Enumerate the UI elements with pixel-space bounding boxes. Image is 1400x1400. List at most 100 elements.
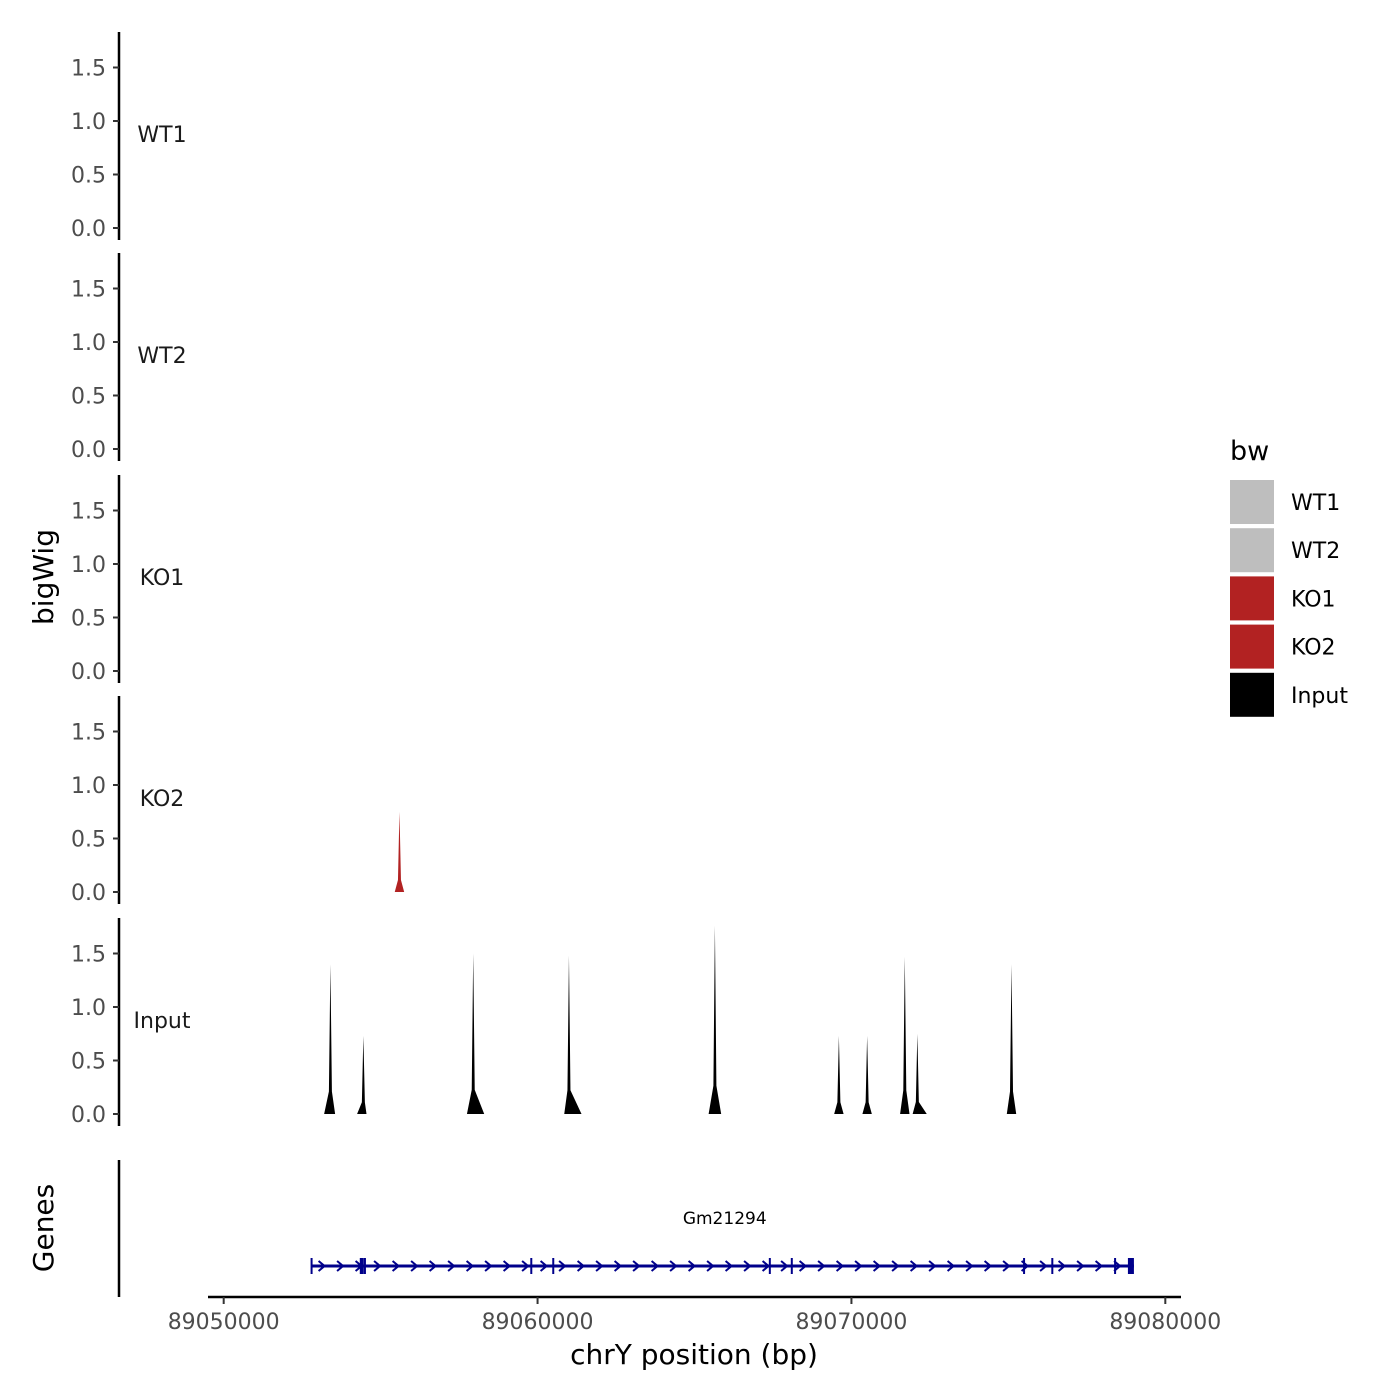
strand-arrow — [1057, 1260, 1067, 1272]
legend-label-wt2: WT2 — [1291, 539, 1340, 564]
y-tick-label: 1.0 — [71, 110, 106, 135]
track-label: KO1 — [140, 566, 185, 591]
y-tick-label: 1.0 — [71, 553, 106, 578]
strand-arrow — [558, 1260, 567, 1272]
strand-arrow — [632, 1260, 641, 1272]
signal-peak — [1006, 964, 1017, 1114]
strand-arrow — [465, 1260, 475, 1272]
x-tick-label: 89050000 — [168, 1310, 280, 1335]
strand-arrow — [502, 1260, 512, 1272]
legend-swatch-ko2 — [1230, 624, 1274, 669]
track-label: WT1 — [137, 123, 186, 148]
y-axis-title: bigWig — [27, 529, 60, 625]
gene-label: Gm21294 — [683, 1209, 767, 1229]
signal-peak — [834, 1035, 844, 1114]
x-axis-title: chrY position (bp) — [570, 1338, 818, 1371]
y-tick-label: 0.0 — [71, 1103, 106, 1128]
legend-swatch-ko1 — [1230, 576, 1274, 621]
strand-arrow — [891, 1260, 900, 1272]
panel-ko2: 0.0 0.5 1.0 1.5 KO2 — [71, 696, 405, 906]
strand-arrow — [539, 1260, 549, 1272]
strand-arrow — [595, 1260, 604, 1272]
strand-arrow — [1076, 1260, 1085, 1272]
strand-arrow — [687, 1260, 697, 1272]
exon-block — [1127, 1258, 1134, 1274]
y-tick-label: 1.5 — [71, 57, 106, 82]
y-tick-label: 1.5 — [71, 278, 106, 303]
signal-panels: 0.0 0.5 1.0 1.5 WT1 0.0 0.5 1.0 1.5 WT2 0.0 0.5 1.0 1… — [71, 32, 1017, 1128]
y-tick-label: 1.0 — [71, 996, 106, 1021]
strand-arrow — [336, 1260, 345, 1272]
panel-wt2: 0.0 0.5 1.0 1.5 WT2 — [71, 253, 187, 463]
strand-arrow — [669, 1260, 678, 1272]
strand-arrow — [576, 1260, 586, 1272]
panel-input: 0.0 0.5 1.0 1.5 Input — [71, 918, 1017, 1128]
y-tick-label: 0.0 — [71, 217, 106, 242]
y-tick-label: 1.5 — [71, 943, 106, 968]
panel-wt1: 0.0 0.5 1.0 1.5 WT1 — [71, 32, 187, 242]
legend: bw WT1 WT2 KO1 KO2 Input — [1230, 436, 1348, 717]
signal-peak — [357, 1035, 367, 1114]
strand-arrow — [761, 1260, 771, 1272]
strand-arrow — [613, 1260, 623, 1272]
x-tick-label: 89070000 — [795, 1310, 907, 1335]
signal-peak — [324, 964, 336, 1114]
track-label: WT2 — [137, 344, 186, 369]
x-tick-label: 89060000 — [482, 1310, 594, 1335]
y-tick-label: 0.0 — [71, 881, 106, 906]
y-tick-label: 1.0 — [71, 331, 106, 356]
strand-arrow — [391, 1260, 401, 1272]
legend-label-input: Input — [1291, 684, 1348, 709]
strand-arrow — [909, 1260, 919, 1272]
strand-arrow — [447, 1260, 456, 1272]
y-tick-label: 0.5 — [71, 385, 106, 410]
signal-peak — [708, 925, 722, 1114]
gene-track: Gm21294 — [117, 1160, 1134, 1297]
strand-arrow — [650, 1260, 660, 1272]
strand-arrow — [410, 1260, 419, 1272]
signal-peak — [394, 811, 405, 892]
signal-peak — [862, 1035, 872, 1114]
signal-peak — [466, 953, 485, 1114]
strand-arrow — [780, 1260, 789, 1272]
strand-arrow — [835, 1260, 845, 1272]
strand-arrow — [965, 1260, 974, 1272]
strand-arrow — [798, 1260, 808, 1272]
strand-arrow — [872, 1260, 882, 1272]
strand-arrow — [817, 1260, 826, 1272]
strand-arrow — [743, 1260, 752, 1272]
track-label: Input — [134, 1009, 191, 1034]
x-tick-label: 89080000 — [1109, 1310, 1221, 1335]
signal-peak — [912, 1033, 927, 1114]
strand-arrow — [928, 1260, 937, 1272]
strand-arrow — [1039, 1260, 1048, 1272]
y-tick-label: 0.5 — [71, 828, 106, 853]
strand-arrow — [946, 1260, 956, 1272]
legend-label-ko1: KO1 — [1291, 587, 1336, 612]
exon-block — [359, 1258, 364, 1274]
panel-ko1: 0.0 0.5 1.0 1.5 KO1 — [71, 475, 184, 685]
y-tick-label: 0.0 — [71, 438, 106, 463]
strand-arrow — [983, 1260, 993, 1272]
legend-swatch-wt1 — [1230, 480, 1274, 524]
gene-gm21294: Gm21294 — [310, 1209, 1134, 1274]
strand-arrow — [1094, 1260, 1104, 1272]
y-tick-label: 1.5 — [71, 721, 106, 746]
strand-arrow — [706, 1260, 715, 1272]
y-tick-label: 1.5 — [71, 500, 106, 525]
legend-swatch-wt2 — [1230, 528, 1274, 573]
signal-peak — [564, 955, 582, 1114]
legend-label-ko2: KO2 — [1291, 636, 1336, 661]
strand-arrow — [317, 1260, 327, 1272]
strand-arrow — [373, 1260, 382, 1272]
x-axis: 89050000 89060000 89070000 89080000 — [168, 1295, 1221, 1335]
y-tick-label: 0.5 — [71, 164, 106, 189]
strand-arrow — [484, 1260, 493, 1272]
strand-arrow — [428, 1260, 438, 1272]
genes-axis-title: Genes — [27, 1184, 60, 1272]
strand-arrow — [854, 1260, 863, 1272]
legend-label-wt1: WT1 — [1291, 491, 1340, 516]
y-tick-label: 0.5 — [71, 607, 106, 632]
strand-arrow — [1002, 1260, 1011, 1272]
